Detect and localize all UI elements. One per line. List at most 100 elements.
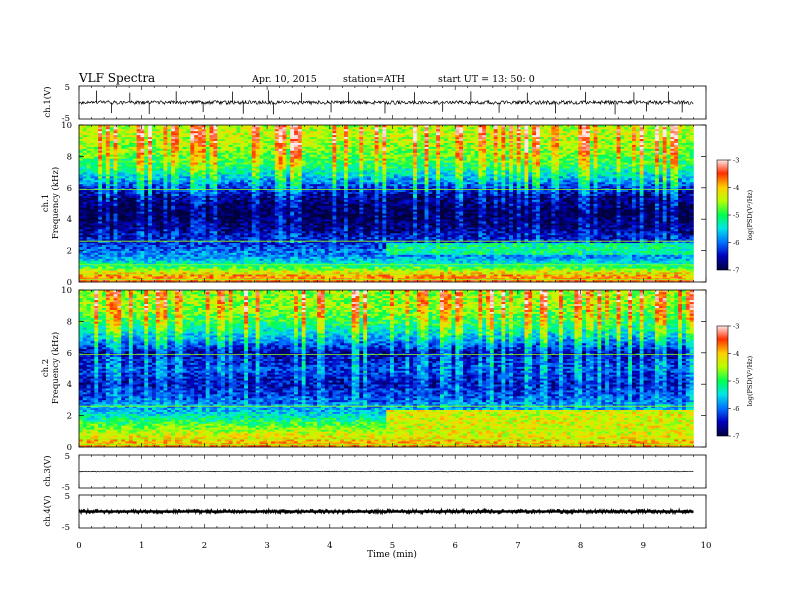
ch1-spectrogram-cell [213, 160, 218, 163]
ch1-spectrogram-cell [163, 236, 168, 240]
ch1-spectrogram-cell [267, 240, 272, 244]
ch1-spectrogram-cell [105, 160, 111, 163]
ch1-spectrogram-cell [267, 126, 272, 130]
ch1-spectrogram-cell [128, 264, 134, 267]
ch1-spectrogram-cell [102, 154, 107, 157]
ch1-spectrogram-cell [136, 240, 141, 244]
ch1-spectrogram-cell [175, 189, 180, 193]
ch1-spectrogram-cell [102, 201, 107, 204]
ch1-spectrogram-cell [82, 250, 87, 253]
ch1-spectrogram-cell [171, 183, 176, 187]
ch1-spectrogram-cell [236, 238, 241, 242]
ch1-spectrogram-cell [198, 156, 203, 159]
ch1-spectrogram-cell [267, 262, 272, 265]
ch1-spectrogram-cell [309, 230, 314, 234]
ch1-spectrogram-cell [148, 148, 153, 151]
ch1-spectrogram-cell [286, 170, 291, 173]
ch1-spectrogram-cell [278, 197, 283, 200]
ch1-spectrogram-cell [263, 154, 268, 157]
ch1-spectrogram-cell [171, 187, 176, 191]
ch1-spectrogram-cell [251, 240, 256, 244]
ch1-spectrogram-cell [136, 229, 141, 232]
ch1-spectrogram-cell [236, 227, 241, 230]
ch1-spectrogram-cell [297, 201, 303, 204]
ch1-spectrogram-cell [205, 266, 210, 269]
ch1-spectrogram-cell [267, 252, 272, 255]
ch1-spectrogram-cell [109, 248, 114, 251]
ch1-spectrogram-cell [305, 176, 310, 179]
ch1-spectrogram-cell [305, 215, 310, 218]
ch1-spectrogram-cell [144, 205, 149, 208]
ch1-spectrogram-cell [98, 130, 103, 134]
ch1-spectrogram-cell [271, 164, 276, 167]
ch1-spectrogram-cell [128, 270, 134, 273]
ch1-spectrogram-cell [236, 168, 241, 171]
ch1-spectrogram-cell [286, 126, 291, 130]
ch1-spectrogram-cell [209, 232, 214, 236]
ch1-spectrogram-cell [102, 187, 107, 191]
ch1-spectrogram-cell [240, 229, 245, 232]
ch1-spectrogram-cell [132, 203, 137, 206]
ch1-spectrogram-cell [236, 260, 241, 263]
ch1-spectrogram-cell [163, 217, 168, 220]
ch1-spectrogram-cell [301, 268, 306, 271]
ch1-spectrogram-cell [278, 280, 283, 283]
ch1-spectrogram-cell [125, 262, 130, 265]
ch1-spectrogram-cell [282, 195, 287, 198]
ch1-spectrogram-cell [79, 252, 84, 255]
ch1-spectrogram-cell [198, 172, 203, 175]
ch1-spectrogram-cell [82, 164, 87, 167]
ch1-spectrogram-cell [263, 156, 268, 159]
ch1-spectrogram-cell [113, 146, 118, 149]
ch1-spectrogram-cell [286, 187, 291, 191]
ch1-spectrogram-cell [309, 225, 314, 228]
ch1-spectrogram-cell [102, 136, 107, 140]
ch1-spectrogram-cell [297, 128, 303, 132]
ch1-spectrogram-cell [132, 211, 137, 214]
ch1-spectrogram-cell [163, 193, 168, 196]
ch1-spectrogram-cell [125, 203, 130, 206]
ch1-spectrogram-cell [109, 240, 114, 244]
ch1-waveform-panel: 5 -5 ch.1(V) [42, 83, 707, 124]
ch1-spectrogram-cell [305, 264, 310, 267]
ch1-spectrogram-cell [163, 191, 168, 194]
ch1-spectrogram-cell [102, 260, 107, 263]
ch1-spectrogram-cell [267, 266, 272, 269]
ch1-spectrogram-cell [109, 179, 114, 183]
ch1-spectrogram-cell [286, 234, 291, 238]
ch1-spectrogram-cell [217, 140, 222, 143]
ch1-spectrogram-cell [198, 217, 203, 220]
ch1-spectrogram-cell [221, 160, 226, 163]
ch1-spectrogram-cell [309, 176, 314, 179]
ch1-spectrogram-cell [190, 221, 195, 224]
ch1-spectrogram-cell [109, 244, 114, 247]
ch1-spectrogram-cell [194, 191, 199, 194]
ch1-spectrogram-cell [198, 278, 203, 281]
ch1-spectrogram-cell [117, 199, 122, 202]
ch1-spectrogram-cell [271, 240, 276, 244]
ch1-spectrogram-cell [198, 244, 203, 247]
ch1-spectrogram-cell [201, 215, 207, 218]
ch1-spectrogram-cell [255, 166, 260, 169]
ch1-spectrogram-cell [309, 181, 314, 185]
ch1-spectrogram-cell [163, 177, 168, 181]
ch1-spectrogram-cell [232, 148, 237, 151]
ch1-spectrogram-cell [232, 236, 237, 240]
ch1-spectrogram-cell [244, 170, 249, 173]
ch1-spectrogram-cell [201, 128, 207, 132]
ch1-spectrogram-cell [175, 130, 180, 134]
ch1-spectrogram-cell [98, 195, 103, 198]
ch1-spectrogram-cell [294, 232, 299, 236]
ch1-spectrogram-cell [201, 248, 207, 251]
ch1-spectrogram-cell [82, 238, 87, 242]
ch1-spectrogram-cell [178, 242, 183, 246]
ch1-spectrogram-cell [155, 260, 160, 263]
ch1-spectrogram-cell [267, 268, 272, 271]
ch1-spectrogram-cell [251, 236, 256, 240]
ch1-spectrogram-cell [151, 252, 157, 255]
ch1-spectrogram-cell [105, 172, 111, 175]
ch1-spectrogram-cell [167, 168, 172, 171]
ch1-spectrogram-cell [255, 250, 260, 253]
ch1-spectrogram-cell [236, 262, 241, 265]
ch1-spectrogram-cell [121, 176, 126, 179]
